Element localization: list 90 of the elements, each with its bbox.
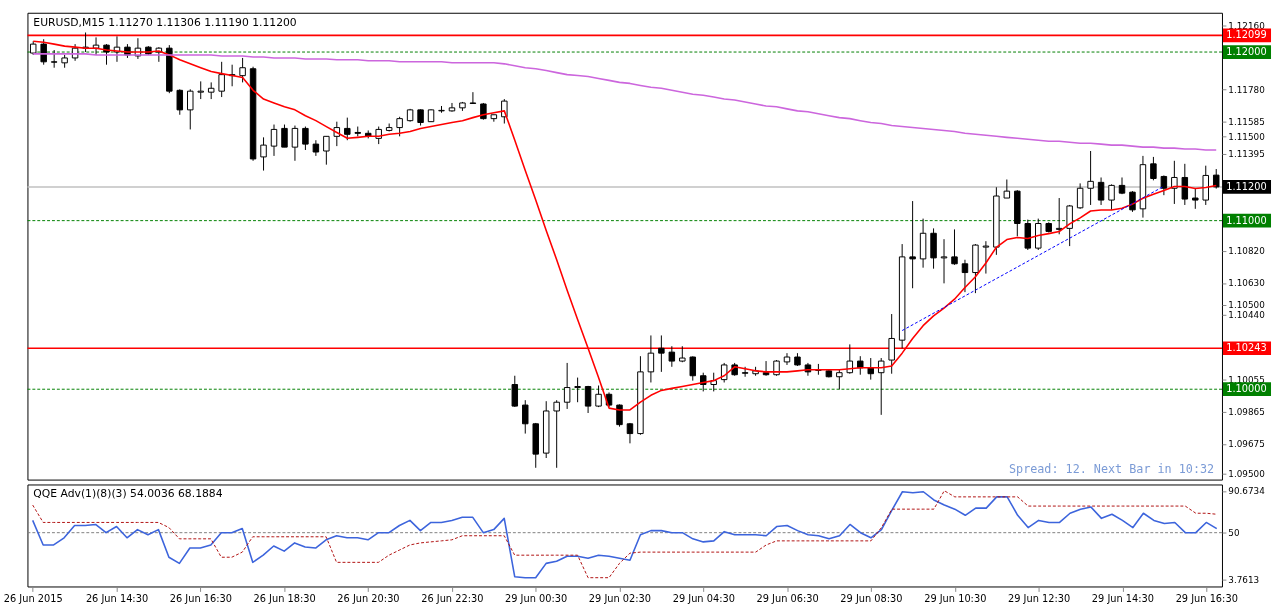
x-tick-label: 26 Jun 16:30 [169,592,232,604]
candlestick [1108,183,1115,211]
candlestick [270,124,278,157]
candlestick [1097,176,1105,206]
candlestick [1087,150,1094,206]
y-tick-label: 1.11585 [1228,117,1265,128]
x-tick-label: 29 Jun 10:30 [924,592,987,604]
candlestick [176,88,184,116]
candlestick [291,125,299,162]
y-tick-label: 1.10440 [1228,310,1266,321]
candlestick [940,238,948,284]
candlestick [836,369,843,390]
candlestick [511,375,519,408]
candlestick [260,136,267,172]
ref-line-label: 1.11000 [1226,214,1267,226]
x-tick-label: 26 Jun 14:30 [85,592,149,604]
candlestick [647,334,655,383]
x-tick-label: 29 Jun 12:30 [1007,592,1071,604]
candlestick [689,355,697,382]
x-tick-label: 29 Jun 16:30 [1175,592,1238,604]
y-tick-label: 1.11780 [1228,84,1266,95]
candlestick [1150,156,1157,181]
candlestick [877,357,885,416]
candlestick [1171,160,1178,205]
x-tick-label: 29 Jun 14:30 [1091,592,1155,604]
candlestick [197,80,204,100]
candlestick [1066,204,1073,247]
candlestick [1076,182,1084,210]
candlestick [553,399,560,469]
candlestick [888,313,895,375]
candlestick [396,116,403,137]
candlestick [1160,174,1168,196]
candlestick [187,88,194,130]
candlestick [857,355,864,376]
chart-title: QQE Adv(1)(8)(3) 54.0036 68.1884 [33,487,223,501]
candlestick [239,57,246,83]
y-tick-label: 1.09500 [1228,468,1266,479]
candlestick [40,38,47,66]
candlestick [1192,187,1199,210]
candlestick [846,343,854,375]
candlestick [1181,163,1189,206]
candlestick [1118,176,1126,195]
x-tick-label: 29 Jun 08:30 [840,592,903,604]
x-tick-label: 26 Jun 20:30 [337,592,400,604]
candlestick [1212,168,1220,190]
x-tick-label: 26 Jun 2015 [3,592,63,604]
y-tick-label: 90.6734 [1228,486,1266,497]
candlestick [951,228,958,266]
candlestick [563,362,571,410]
y-tick-label: 1.09865 [1228,407,1265,418]
candlestick [584,385,592,414]
x-tick-label: 26 Jun 22:30 [421,592,484,604]
candlestick [574,377,581,403]
candlestick [1055,197,1063,235]
candlestick [344,117,351,141]
y-tick-label: 1.10820 [1228,246,1266,257]
candlestick [1003,179,1011,199]
y-tick-label: 1.11395 [1228,149,1265,160]
ref-line-label: 1.12000 [1226,45,1267,57]
y-tick-label: 1.12160 [1228,20,1266,31]
ref-line-label: 1.10000 [1226,383,1267,395]
candlestick [741,366,749,378]
candlestick [1129,190,1136,213]
ref-line-label: 1.11200 [1226,180,1267,192]
candlestick [909,200,916,289]
ref-line-label: 1.12099 [1226,29,1267,41]
x-tick-label: 29 Jun 06:30 [756,592,819,604]
chart-title: EURUSD,M15 1.11270 1.11306 1.11190 1.11200 [33,15,297,29]
annotation: Spread: 12. Next Bar in 10:32 [1008,461,1215,476]
candlestick [658,334,665,373]
candlestick [281,124,288,148]
x-tick-label: 29 Jun 04:30 [672,592,735,604]
y-tick-label: 1.10500 [1228,300,1266,311]
candlestick [961,259,969,293]
candlestick [668,345,676,368]
candlestick [469,91,477,105]
x-tick-label: 29 Jun 00:30 [505,592,568,604]
y-tick-label: 3.7613 [1228,575,1260,586]
x-tick-label: 29 Jun 02:30 [588,592,652,604]
y-tick-label: 1.09675 [1228,439,1265,450]
y-tick-label: 50 [1228,528,1240,539]
candlestick [302,126,309,151]
x-tick-label: 26 Jun 18:30 [253,592,316,604]
candlestick [522,399,529,435]
y-tick-label: 1.11500 [1228,131,1266,142]
candlestick [982,240,990,275]
candlestick [323,135,330,166]
ref-line-label: 1.10243 [1226,342,1267,354]
y-tick-label: 1.10630 [1228,278,1266,289]
candlestick [218,61,225,98]
